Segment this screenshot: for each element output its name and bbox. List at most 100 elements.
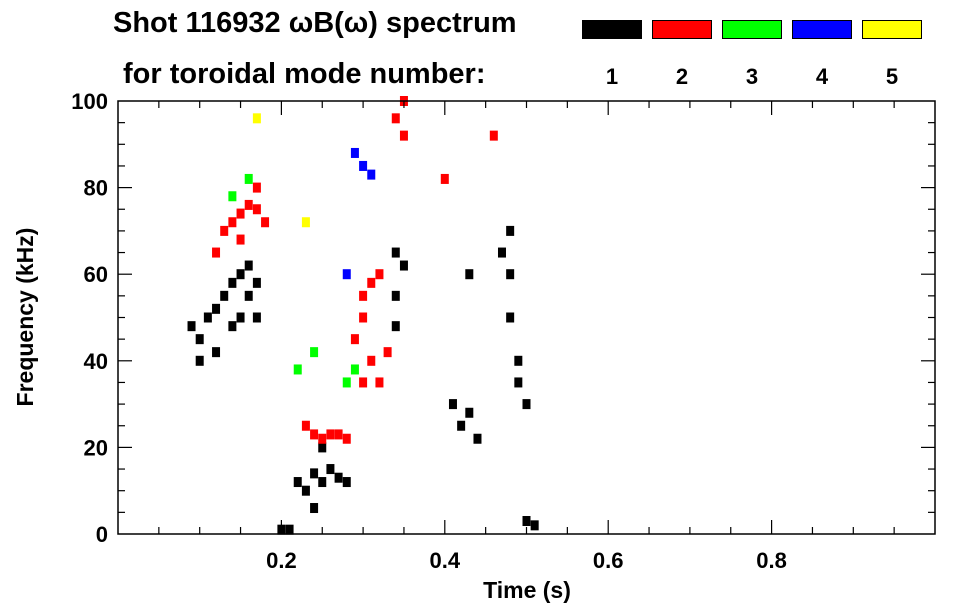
data-point-mode-2 <box>334 429 343 440</box>
data-point-mode-3 <box>310 347 319 358</box>
data-point-mode-2 <box>489 130 498 141</box>
data-point-mode-2 <box>375 377 384 388</box>
data-point-mode-5 <box>252 113 261 124</box>
data-point-mode-2 <box>440 173 449 184</box>
data-point-mode-1 <box>391 290 400 301</box>
x-tick-label: 0.2 <box>266 548 297 573</box>
data-point-mode-4 <box>359 160 368 171</box>
data-point-mode-1 <box>236 269 245 280</box>
data-point-mode-2 <box>244 199 253 210</box>
data-point-mode-4 <box>342 269 351 280</box>
data-point-mode-1 <box>399 260 408 271</box>
data-point-mode-1 <box>448 399 457 410</box>
data-point-mode-1 <box>310 468 319 479</box>
data-point-mode-2 <box>261 217 270 228</box>
data-point-mode-2 <box>301 420 310 431</box>
data-point-mode-1 <box>506 225 515 236</box>
data-point-mode-3 <box>244 173 253 184</box>
data-point-mode-1 <box>220 290 229 301</box>
data-point-mode-1 <box>334 472 343 483</box>
legend-swatch-5 <box>862 20 922 39</box>
data-point-mode-1 <box>203 312 212 323</box>
y-tick-label: 80 <box>84 176 108 201</box>
data-point-mode-1 <box>252 277 261 288</box>
data-point-mode-2 <box>326 429 335 440</box>
data-point-mode-1 <box>506 312 515 323</box>
data-point-mode-1 <box>497 247 506 258</box>
data-point-mode-1 <box>318 442 327 453</box>
data-point-mode-4 <box>367 169 376 180</box>
data-point-mode-1 <box>506 269 515 280</box>
data-point-mode-1 <box>187 321 196 332</box>
data-point-mode-1 <box>522 516 531 527</box>
data-point-mode-1 <box>391 247 400 258</box>
data-point-mode-4 <box>350 147 359 158</box>
data-point-mode-5 <box>301 217 310 228</box>
data-point-mode-2 <box>359 290 368 301</box>
data-point-mode-2 <box>236 208 245 219</box>
data-point-mode-3 <box>350 364 359 375</box>
legend-label-5: 5 <box>885 64 899 89</box>
y-tick-label: 0 <box>96 522 108 547</box>
data-point-mode-1 <box>212 303 221 314</box>
data-point-mode-2 <box>228 217 237 228</box>
data-point-mode-1 <box>228 277 237 288</box>
data-point-mode-2 <box>350 334 359 345</box>
legend-label-4: 4 <box>815 64 829 89</box>
legend-label-2: 2 <box>675 64 689 89</box>
data-point-mode-1 <box>244 260 253 271</box>
data-point-mode-3 <box>342 377 351 388</box>
data-point-mode-1 <box>252 312 261 323</box>
legend-swatch-2 <box>652 20 712 39</box>
data-point-mode-1 <box>236 312 245 323</box>
data-point-mode-1 <box>514 355 523 366</box>
data-point-mode-3 <box>228 191 237 202</box>
data-point-mode-1 <box>391 321 400 332</box>
data-point-mode-2 <box>252 204 261 215</box>
x-tick-label: 0.8 <box>756 548 787 573</box>
chart-subtitle: for toroidal mode number: <box>123 58 486 90</box>
x-tick-label: 0.6 <box>593 548 624 573</box>
data-point-mode-1 <box>310 503 319 514</box>
data-point-mode-2 <box>391 113 400 124</box>
legend-label-3: 3 <box>745 64 759 89</box>
data-point-mode-2 <box>359 377 368 388</box>
data-point-mode-2 <box>367 355 376 366</box>
x-axis-title: Time (s) <box>483 577 571 603</box>
data-point-mode-1 <box>326 464 335 475</box>
data-point-mode-2 <box>399 130 408 141</box>
legend-swatch-3 <box>722 20 782 39</box>
data-point-mode-2 <box>220 225 229 236</box>
data-point-mode-2 <box>383 347 392 358</box>
data-point-mode-2 <box>318 433 327 444</box>
chart-title: Shot 116932 ωB(ω) spectrum <box>113 7 517 39</box>
data-point-mode-1 <box>293 477 302 488</box>
data-point-mode-2 <box>359 312 368 323</box>
y-tick-label: 20 <box>84 435 108 460</box>
y-axis-title: Frequency (kHz) <box>12 228 38 407</box>
legend-swatch-1 <box>582 20 642 39</box>
legend-swatch-4 <box>792 20 852 39</box>
data-point-mode-2 <box>367 277 376 288</box>
data-point-mode-1 <box>318 477 327 488</box>
data-point-mode-1 <box>473 433 482 444</box>
data-point-mode-1 <box>285 524 294 535</box>
data-point-mode-1 <box>457 420 466 431</box>
y-tick-label: 40 <box>84 349 108 374</box>
data-point-mode-2 <box>252 182 261 193</box>
data-point-mode-1 <box>530 520 539 531</box>
data-point-mode-3 <box>293 364 302 375</box>
data-point-mode-1 <box>514 377 523 388</box>
y-tick-label: 60 <box>84 262 108 287</box>
data-point-mode-1 <box>195 355 204 366</box>
data-point-mode-1 <box>301 485 310 496</box>
data-point-mode-1 <box>228 321 237 332</box>
data-point-mode-1 <box>342 477 351 488</box>
data-point-mode-1 <box>522 399 531 410</box>
data-point-mode-2 <box>375 269 384 280</box>
data-point-mode-1 <box>465 269 474 280</box>
data-point-mode-2 <box>212 247 221 258</box>
data-point-mode-1 <box>212 347 221 358</box>
data-point-mode-2 <box>342 433 351 444</box>
